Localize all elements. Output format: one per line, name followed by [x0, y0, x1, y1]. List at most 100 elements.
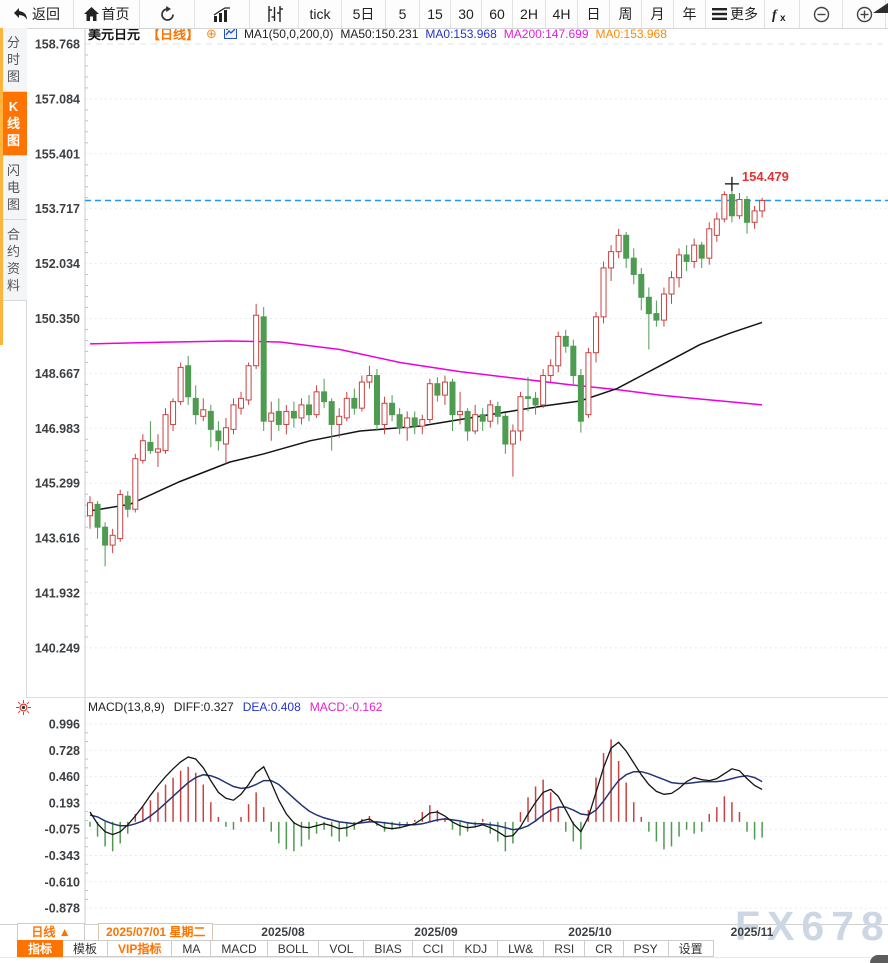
- toolbar-button-label: 更多: [730, 6, 758, 22]
- toolbar-button-label: 首页: [101, 6, 130, 22]
- toolbar-button-label: tick: [309, 6, 331, 22]
- indicator-tab-CR[interactable]: CR: [585, 940, 624, 957]
- ma50-line: [89, 321, 763, 512]
- toolbar-button-label: 年: [682, 6, 697, 22]
- toolbar-button-label: 周: [618, 6, 633, 22]
- high-price-label: 154.479: [742, 169, 789, 184]
- toolbar-button-60[interactable]: 60: [482, 0, 513, 28]
- sidebar-item-0[interactable]: 分时图: [0, 28, 27, 92]
- sidebar-accent-strip: [0, 28, 3, 345]
- main-y-axis-label: 150.350: [35, 312, 80, 326]
- zoom-out-icon: [813, 6, 830, 23]
- main-y-axis-label: 157.084: [35, 92, 80, 106]
- menu-icon: [712, 8, 727, 20]
- circle-plus-icon[interactable]: ⊕: [206, 25, 217, 41]
- toolbar-button-home[interactable]: 首页: [74, 0, 140, 28]
- indicator-tab-MACD[interactable]: MACD: [211, 940, 268, 957]
- month-axis-label: 2025/09: [414, 925, 458, 939]
- indicator-tab-MA[interactable]: MA: [172, 940, 212, 957]
- indicator-tab-BOLL[interactable]: BOLL: [267, 940, 320, 957]
- toolbar-corner-wedge: [873, 3, 888, 13]
- month-axis-label: 2025/08: [261, 925, 305, 939]
- ma200-line: [89, 340, 763, 406]
- corner-scroll-handle[interactable]: [870, 955, 888, 963]
- indicator-tab-bar: 指标 模板 VIP指标 MA MACD BOLL VOL BIAS CCI KDJ LW& RSI CR…: [0, 940, 888, 958]
- macd-y-axis-label: -0.878: [45, 902, 80, 916]
- indicator-tab-VOL[interactable]: VOL: [319, 940, 365, 957]
- toolbar-button-back[interactable]: 返回: [0, 0, 74, 28]
- toolbar-button-more[interactable]: 更多: [706, 0, 765, 28]
- macd-diff-value: DIFF:0.327: [173, 699, 234, 714]
- toolbar-button-label: 15: [427, 6, 443, 22]
- indicator-tab-CCI[interactable]: CCI: [412, 940, 455, 957]
- sidebar-item-2[interactable]: 闪电图: [0, 156, 27, 220]
- toolbar-button-zoom-out[interactable]: [800, 0, 843, 28]
- indicator-tab-KDJ[interactable]: KDJ: [454, 940, 499, 957]
- main-y-axis-label: 140.249: [35, 641, 80, 655]
- diff-line: [89, 741, 763, 838]
- toolbar-button-label: 5日: [352, 6, 375, 22]
- main-y-axis-label: 152.034: [35, 257, 80, 271]
- toolbar-button-30[interactable]: 30: [451, 0, 482, 28]
- main-y-axis-label: 141.932: [35, 587, 80, 601]
- toolbar-button-4h[interactable]: 4H: [546, 0, 578, 28]
- ma200-value: MA200:147.699: [503, 26, 589, 41]
- toolbar-button-month[interactable]: 月: [642, 0, 674, 28]
- macd-y-axis-label: 0.728: [49, 744, 80, 758]
- toolbar-button-zoom-in[interactable]: [843, 0, 886, 28]
- macd-y-axis-label: 0.460: [49, 770, 80, 784]
- home-icon: [83, 7, 99, 21]
- indicator-tab-VIP指标[interactable]: VIP指标: [108, 940, 173, 957]
- toolbar-button-15[interactable]: 15: [420, 0, 451, 28]
- toolbar-button-5[interactable]: 5: [386, 0, 420, 28]
- dea-line: [89, 770, 763, 831]
- macd-dea-value: DEA:0.408: [242, 699, 301, 714]
- toolbar-button-tick[interactable]: tick: [299, 0, 342, 28]
- toolbar-button-label: 60: [489, 6, 505, 22]
- toolbar-button-refresh[interactable]: [140, 0, 195, 28]
- indicator-tab-PSY[interactable]: PSY: [623, 940, 669, 957]
- toolbar-button-week[interactable]: 周: [610, 0, 642, 28]
- bar-chart-icon: [213, 6, 231, 22]
- toolbar-button-label: 30: [458, 6, 474, 22]
- macd-y-axis-label: 0.193: [49, 796, 80, 810]
- refresh-icon: [159, 5, 176, 23]
- watermark: FX678: [735, 903, 888, 949]
- first-bar-date-label[interactable]: 2025/07/01 星期二: [98, 923, 214, 941]
- time-axis-row: 日线 ▲ 2025/07/01 星期二 2025/08 2025/09 2025/1…: [0, 923, 888, 941]
- toolbar-button-day[interactable]: 日: [578, 0, 610, 28]
- toolbar-button-bar-chart[interactable]: [195, 0, 250, 28]
- ma0-value-blue: MA0:153.968: [425, 26, 497, 41]
- period-tag: 【日线】: [147, 27, 200, 42]
- toolbar-button-year[interactable]: 年: [674, 0, 706, 28]
- toolbar-button-5d[interactable]: 5日: [342, 0, 386, 28]
- main-y-axis-label: 153.717: [35, 202, 80, 216]
- macd-title: MACD(13,8,9): [88, 699, 165, 714]
- period-selector-button[interactable]: 日线 ▲: [17, 923, 85, 941]
- toolbar-button-label: 2H: [520, 6, 538, 22]
- indicator-tab-模板[interactable]: 模板: [63, 940, 109, 957]
- ma0-value-orange: MA0:153.968: [595, 26, 667, 41]
- main-y-axis-label: 145.299: [35, 477, 80, 491]
- indicator-tab-设置[interactable]: 设置: [668, 940, 714, 957]
- indicator-tab-RSI[interactable]: RSI: [544, 940, 586, 957]
- month-axis-label: 2025/10: [568, 925, 612, 939]
- main-y-axis-label: 143.616: [35, 532, 80, 546]
- indicator-settings-icon[interactable]: [16, 700, 31, 720]
- toolbar-button-candle-chart[interactable]: [250, 0, 299, 28]
- indicator-tab-LW&[interactable]: LW&: [498, 940, 545, 957]
- main-y-axis-label: 155.401: [35, 147, 80, 161]
- indicator-tab-指标[interactable]: 指标: [17, 940, 64, 957]
- macd-header: MACD(13,8,9) DIFF:0.327 DEA:0.408 MACD:-…: [88, 699, 382, 714]
- sidebar-item-3[interactable]: 合约资料: [0, 220, 27, 301]
- macd-y-axis-label: -0.075: [45, 823, 80, 837]
- toolbar-button-2h[interactable]: 2H: [513, 0, 546, 28]
- macd-y-axis-label: -0.343: [45, 849, 80, 863]
- toolbar-button-label: 月: [650, 6, 665, 22]
- ma-settings: MA1(50,0,200,0): [243, 26, 334, 41]
- indicator-tab-BIAS[interactable]: BIAS: [364, 940, 413, 957]
